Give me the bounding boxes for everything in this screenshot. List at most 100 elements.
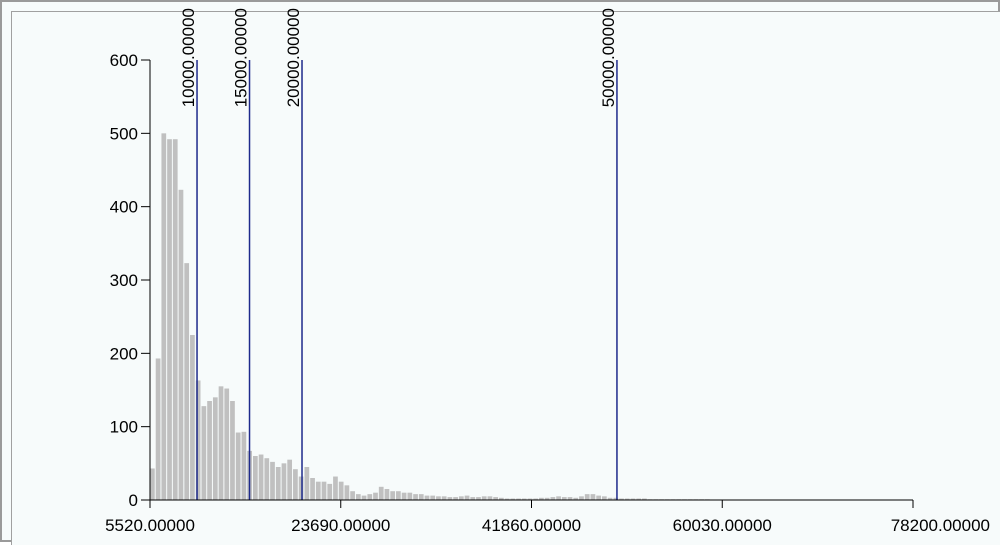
histogram-bar (396, 491, 401, 500)
histogram-bar (493, 497, 499, 500)
histogram-bar (190, 335, 195, 500)
histogram-bar (521, 498, 527, 500)
threshold-label: 20000.00000 (284, 8, 303, 107)
histogram-bar (567, 497, 573, 500)
x-tick-label: 60030.00000 (673, 516, 772, 535)
histogram-bar (350, 491, 355, 500)
histogram-bar (264, 458, 270, 500)
histogram-bar (556, 496, 561, 500)
histogram-bar (590, 494, 596, 500)
histogram-bar (298, 476, 304, 500)
histogram-bar (418, 494, 424, 500)
histogram-bar (401, 492, 407, 500)
y-tick-label: 0 (129, 491, 138, 510)
histogram-bar (207, 401, 212, 500)
histogram-bar (561, 497, 567, 500)
x-tick-label: 5520.00000 (105, 516, 195, 535)
histogram-bar (487, 496, 493, 500)
histogram-bar (361, 495, 367, 500)
histogram-bar (630, 498, 636, 500)
y-tick-label: 100 (110, 418, 138, 437)
histogram-bar (315, 481, 321, 500)
histogram-bar (367, 494, 373, 500)
histogram-bar (613, 497, 619, 500)
histogram-bar (407, 492, 413, 500)
histogram-bar (642, 498, 647, 500)
histogram-bar (321, 481, 327, 500)
histogram-bar (596, 495, 601, 500)
histogram-bar (275, 467, 281, 500)
histogram-bar (230, 401, 235, 500)
histogram-bar (441, 496, 447, 500)
histogram-bar (533, 498, 539, 500)
histogram-bar (516, 498, 521, 500)
histogram-bar (619, 498, 624, 500)
histogram-bar (270, 461, 275, 500)
y-tick-label: 400 (110, 198, 138, 217)
histogram-bar (544, 497, 550, 500)
histogram-bar (304, 467, 310, 500)
y-tick-label: 500 (110, 124, 138, 143)
threshold-label: 10000.00000 (179, 8, 198, 107)
histogram-bar (378, 486, 384, 500)
histogram-bar (424, 495, 430, 500)
histogram-bar (161, 133, 167, 500)
threshold-label: 50000.00000 (599, 8, 618, 107)
chart-axes (149, 60, 913, 501)
histogram-bar (150, 468, 155, 500)
histogram-bar (464, 495, 470, 500)
histogram-bar (167, 139, 172, 500)
histogram-bar (287, 459, 293, 500)
histogram-bar (310, 478, 315, 500)
histogram-bar (539, 497, 544, 500)
histogram-bar (504, 498, 510, 500)
threshold-lines: 10000.00000 15000.00000 20000.00000 50000.0… (179, 8, 618, 500)
histogram-bar (430, 495, 436, 500)
histogram-bar (172, 139, 178, 500)
histogram-bar (481, 496, 487, 500)
histogram-bar (241, 431, 247, 500)
histogram-bar (447, 497, 453, 500)
histogram-bar (373, 492, 378, 500)
threshold-label: 15000.00000 (232, 8, 251, 107)
x-tick-label: 78200.00000 (891, 516, 990, 535)
histogram-bar (155, 358, 161, 500)
histogram-bar (453, 497, 458, 500)
histogram-bars (150, 133, 710, 501)
histogram-bar (178, 189, 184, 501)
histogram-bar (201, 406, 207, 500)
histogram-bar (344, 485, 350, 500)
y-tick-label: 200 (110, 344, 138, 363)
histogram-bar (510, 498, 516, 500)
x-axis-ticks: 5520.00000 23690.00000 41860.00000 60030.00… (105, 500, 990, 535)
histogram-bar (281, 463, 287, 500)
histogram-bar (252, 456, 258, 500)
histogram-bar (573, 497, 579, 500)
histogram-bar (333, 476, 338, 500)
y-tick-label: 600 (110, 51, 138, 70)
histogram-bar (224, 388, 230, 500)
histogram-bar (601, 496, 607, 500)
histogram-bar (527, 498, 533, 500)
y-axis-ticks: 0 100 200 300 400 500 600 (110, 51, 150, 510)
histogram-bar (636, 498, 642, 500)
histogram-bar (390, 491, 396, 500)
histogram-bar (624, 498, 630, 500)
histogram-bar (355, 494, 361, 500)
histogram-bar (258, 454, 264, 500)
histogram-bar (458, 496, 464, 500)
histogram-bar (184, 263, 190, 500)
histogram-bar (195, 380, 201, 500)
histogram-bar (436, 496, 441, 500)
y-tick-label: 300 (110, 271, 138, 290)
histogram-bar (293, 469, 298, 500)
histogram-bar (218, 386, 224, 500)
x-tick-label: 23690.00000 (291, 516, 390, 535)
histogram-bar (499, 497, 504, 500)
histogram-bar (579, 496, 584, 500)
histogram-bar (607, 497, 613, 500)
histogram-bar (470, 497, 476, 500)
histogram-bar (338, 481, 344, 500)
histogram-bar (327, 483, 333, 500)
